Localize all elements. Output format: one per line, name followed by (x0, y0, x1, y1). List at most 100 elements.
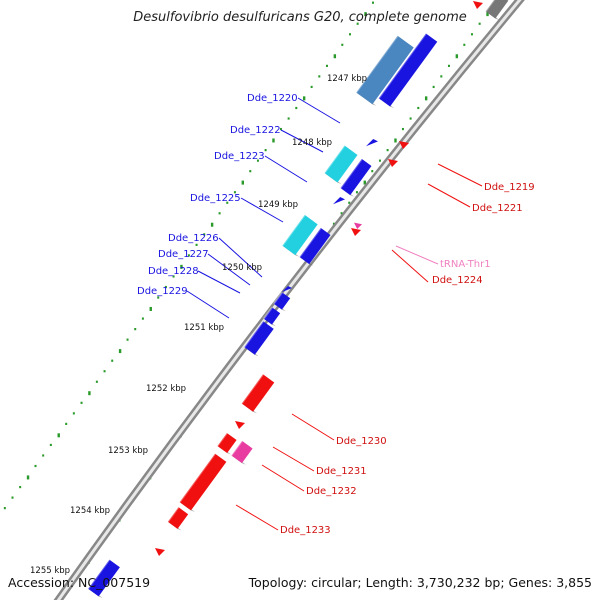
gc-dot (340, 212, 343, 215)
gene-label-dde-1225[interactable]: Dde_1225 (190, 193, 241, 204)
callout-line-reverse (427, 183, 471, 208)
gene-block-dde-1223-rna[interactable] (323, 144, 358, 185)
gene-block-dde-1220[interactable] (377, 32, 438, 109)
gc-dot (272, 138, 275, 143)
gene-block-dde-1233b[interactable] (167, 506, 189, 531)
gene-arrow-dde-1219[interactable] (399, 141, 409, 149)
scale-label-1253: 1253 kbp (108, 446, 148, 456)
callout-line-reverse (437, 163, 483, 187)
gene-arrow-top[interactable] (473, 1, 483, 9)
gene-block-dde-1232[interactable] (230, 440, 253, 465)
gc-dot (241, 180, 244, 185)
scale-labels: 1247 kbp 1248 kbp 1249 kbp 1250 kbp 1251… (30, 74, 367, 576)
gc-dot (141, 317, 144, 320)
gene-block-dde-1228[interactable] (263, 306, 281, 327)
gene-features (87, 0, 509, 599)
gene-label-dde-1232[interactable]: Dde_1232 (306, 486, 357, 497)
label-callout-lines (186, 97, 483, 531)
gene-block-dde-1220-pseudo[interactable] (355, 35, 414, 106)
genome-summary-text: Topology: circular; Length: 3,730,232 bp… (248, 575, 592, 590)
gene-block-dde-1231[interactable] (216, 432, 237, 455)
gc-dot (49, 443, 52, 447)
callout-line-reverse (272, 446, 315, 472)
gene-label-dde-1219[interactable]: Dde_1219 (484, 182, 535, 193)
gene-label-dde-1222[interactable]: Dde_1222 (230, 125, 281, 136)
gene-label-dde-1227[interactable]: Dde_1227 (158, 249, 209, 260)
gene-label-trna-thr1[interactable]: tRNA-Thr1 (440, 259, 491, 270)
scale-label-1250: 1250 kbp (222, 263, 262, 273)
gc-dot (295, 106, 298, 110)
gene-block-upstream[interactable] (484, 0, 509, 21)
gc-dot (386, 149, 389, 152)
scale-label-1254: 1254 kbp (70, 506, 110, 516)
callout-line-forward (218, 237, 263, 278)
gene-block-dde-1226[interactable] (298, 227, 331, 266)
gene-label-dde-1226[interactable]: Dde_1226 (168, 233, 219, 244)
gc-dot (157, 296, 160, 299)
gc-dot (470, 33, 473, 36)
gc-dot (11, 496, 14, 499)
gene-label-dde-1220[interactable]: Dde_1220 (247, 93, 298, 104)
gc-dot (440, 75, 443, 78)
callout-line-trna (395, 245, 439, 265)
gene-label-dde-1224[interactable]: Dde_1224 (432, 275, 483, 286)
forward-gene-labels: Dde_1220 Dde_1222 Dde_1223 Dde_1225 Dde_… (137, 93, 298, 297)
gc-dot (318, 75, 321, 78)
scale-label-1247: 1247 kbp (327, 74, 367, 84)
scale-label-1249: 1249 kbp (258, 200, 298, 210)
gc-dot (478, 22, 481, 25)
gc-dot (218, 212, 221, 215)
gc-dot (256, 159, 259, 162)
callout-line-forward (197, 270, 241, 294)
gc-dot (455, 54, 459, 59)
gene-label-dde-1228[interactable]: Dde_1228 (148, 266, 199, 277)
gc-dot (88, 391, 91, 396)
gc-dot (401, 127, 404, 131)
gene-block-dde-1223[interactable] (339, 158, 372, 197)
gene-arrow-dde-1231a[interactable] (235, 421, 245, 429)
gc-dot (310, 85, 313, 89)
gene-block-dde-1229[interactable] (243, 320, 274, 357)
gene-arrow-dde-1225[interactable] (333, 197, 345, 205)
gc-dot (463, 43, 466, 46)
gene-label-dde-1229[interactable]: Dde_1229 (137, 286, 188, 297)
gc-dot (126, 338, 129, 341)
gene-arrow-dde-1222[interactable] (366, 139, 378, 147)
gene-label-dde-1233[interactable]: Dde_1233 (280, 525, 331, 536)
scale-label-1252: 1252 kbp (146, 384, 186, 394)
gc-dot (19, 485, 22, 489)
gene-label-dde-1223[interactable]: Dde_1223 (214, 151, 265, 162)
gene-block-dde-1233[interactable] (178, 452, 227, 513)
gene-label-dde-1221[interactable]: Dde_1221 (472, 203, 523, 214)
accession-text: Accession: NC_007519 (8, 575, 151, 590)
gc-dot (447, 64, 450, 67)
gene-block-downstream-forward[interactable] (87, 558, 120, 599)
gc-dot (333, 54, 337, 59)
scale-label-1255: 1255 kbp (30, 566, 70, 576)
gene-arrow-dde-1221[interactable] (388, 159, 398, 167)
gene-arrow-downstream-reverse[interactable] (155, 548, 165, 556)
gc-dot (355, 191, 358, 194)
gc-dot (233, 191, 236, 194)
gc-dot (164, 285, 167, 289)
gene-block-dde-1227[interactable] (273, 291, 291, 312)
gc-dot (226, 201, 229, 204)
gc-dot (3, 507, 6, 510)
gc-dot (348, 33, 351, 36)
callout-line-forward (297, 97, 341, 124)
gc-dot (187, 254, 190, 257)
gc-dot (26, 475, 30, 480)
gc-dot (42, 454, 45, 457)
gene-block-dde-1226-rna[interactable] (281, 214, 318, 257)
gene-label-dde-1230[interactable]: Dde_1230 (336, 436, 387, 447)
gene-arrow-dde-1227[interactable] (282, 286, 292, 292)
gene-label-dde-1231[interactable]: Dde_1231 (316, 466, 367, 477)
gc-dot (210, 222, 214, 227)
gene-block-dde-1230[interactable] (240, 373, 275, 414)
gc-dot (371, 170, 374, 173)
gc-dot (279, 127, 282, 131)
gc-dot (302, 96, 306, 101)
gene-arrow-trna-thr1[interactable] (354, 222, 362, 229)
gene-arrow-dde-1224[interactable] (351, 228, 361, 236)
